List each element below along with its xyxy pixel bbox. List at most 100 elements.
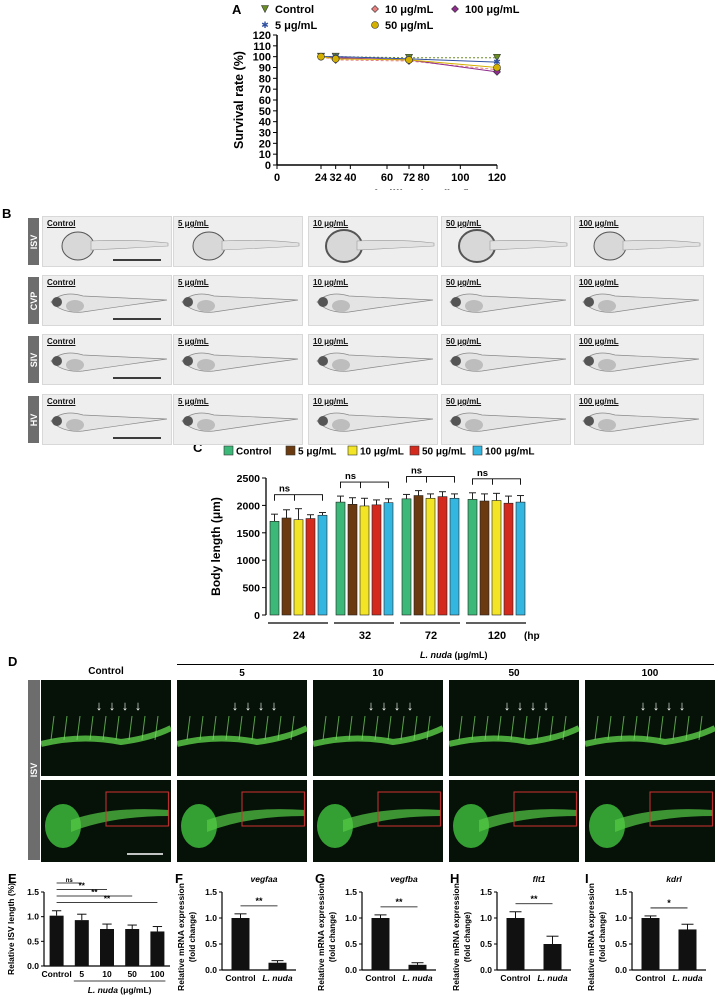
series-line — [320, 56, 498, 73]
larva-trunk-glow — [615, 809, 713, 832]
larva-eye — [183, 356, 193, 366]
arrow-marker: ↓ — [530, 698, 537, 713]
y-tick-label: 0.5 — [480, 939, 492, 949]
isv-vessel — [594, 715, 599, 741]
larva-eye — [183, 297, 193, 307]
embryo-drawing — [582, 412, 700, 432]
significance-label: ns — [66, 878, 74, 884]
larva-head-glow — [181, 804, 217, 848]
category-label: 5 — [79, 969, 84, 979]
embryo-tail — [489, 240, 568, 251]
larva-trunk-glow — [479, 809, 577, 832]
bar — [543, 944, 562, 970]
y-tick-label: 2500 — [237, 473, 261, 485]
y-tick-label: 10 — [259, 149, 271, 161]
y-tick-label: 0 — [265, 160, 271, 172]
isv-vessel — [251, 715, 256, 741]
bar — [335, 501, 346, 616]
embryo-drawing — [593, 231, 701, 261]
isv-vessel — [536, 715, 541, 741]
y-tick-label: 0 — [254, 610, 260, 622]
y-tick-label: 100 — [253, 52, 271, 64]
larva-eye — [52, 356, 62, 366]
data-point-marker — [493, 53, 501, 62]
bar — [100, 929, 114, 966]
x-tick-label: 120 — [488, 172, 506, 184]
x-tick-label: 72 — [403, 172, 415, 184]
arrow-marker: ↓ — [394, 698, 401, 713]
legend-swatch — [347, 445, 358, 456]
y-axis-label-unit: (fold change) — [598, 912, 607, 963]
panel-label-g: G — [315, 871, 326, 886]
tile-label: 10 μg/mL — [313, 337, 349, 346]
bar — [425, 497, 436, 616]
category-label: 120 — [488, 630, 506, 642]
larva-yolk — [66, 359, 84, 371]
vegfaa-bar-chart: 0.0 0.5 1.0 1.5 Control L. nuda vegfaa Relative… — [176, 874, 296, 991]
category-label: Control — [225, 973, 255, 983]
embryo-image-tile: 50 μg/mL — [441, 334, 571, 385]
embryo-drawing — [449, 293, 567, 313]
arrow-marker: ↓ — [504, 698, 511, 713]
panel-label-d: D — [8, 654, 18, 669]
fluorescence-grid: Control ↓ ↓ ↓ ↓ 5 ↓ ↓ ↓ ↓ 10 ↓ ↓ ↓ ↓ 50 ↓ ↓ ↓ ↓ 100 ↓ ↓ ↓ ↓ — [0, 650, 717, 865]
larva-fluorescence-drawing — [45, 791, 169, 855]
series-line — [320, 56, 498, 68]
isv-vessel — [89, 715, 94, 741]
isv-vessel — [620, 715, 625, 741]
larva-eye — [318, 416, 328, 426]
larva-eye — [318, 356, 328, 366]
y-tick-label: 1.5 — [205, 887, 217, 897]
isv-vessel — [471, 715, 476, 741]
larva-eye — [183, 416, 193, 426]
dorsal-aorta — [585, 725, 715, 747]
larva-trunk-glow — [71, 809, 169, 832]
larva-yolk — [197, 419, 215, 431]
larva-yolk — [66, 300, 84, 312]
treatment-header: L. nuda (μg/mL) — [420, 650, 488, 660]
vessel-drawing: ↓ ↓ ↓ ↓ — [585, 698, 715, 747]
embryo-drawing — [325, 229, 435, 263]
isv-vessel — [685, 715, 690, 741]
x-tick-label: 80 — [418, 172, 430, 184]
category-label: Control — [500, 973, 530, 983]
tile-label: 100 μg/mL — [579, 337, 619, 346]
isv-vessel — [497, 715, 502, 741]
larva-head-glow — [453, 804, 489, 848]
row-sidebar-isv: ISV — [28, 218, 39, 265]
category-label: L. nuda — [672, 973, 702, 983]
tile-label: Control — [47, 397, 76, 406]
embryo-drawing — [458, 229, 568, 263]
tile-label: Control — [47, 219, 76, 228]
arrow-marker: ↓ — [640, 698, 647, 713]
legend-label: 100 μg/mL — [485, 447, 534, 458]
series-line — [321, 56, 497, 59]
vessel-drawing: ↓ ↓ ↓ ↓ — [177, 698, 307, 747]
y-tick-label: 1.0 — [480, 913, 492, 923]
bar — [449, 497, 460, 616]
larva-eye — [52, 297, 62, 307]
dorsal-aorta — [177, 725, 307, 747]
embryo-drawing — [181, 412, 299, 432]
category-label: L. nuda — [262, 973, 292, 983]
data-point-marker: ✱ — [493, 57, 501, 67]
y-tick-label: 0.5 — [345, 939, 357, 949]
vessel-drawing: ↓ ↓ ↓ ↓ — [41, 698, 171, 747]
bar — [305, 518, 316, 616]
significance-label: ** — [530, 894, 538, 904]
isv-vessel — [199, 715, 204, 741]
larva-fluorescence-drawing — [181, 791, 305, 848]
significance-label: ns — [411, 466, 422, 477]
embryo-drawing — [316, 352, 434, 372]
significance-label: ns — [279, 484, 290, 495]
category-label: 10 — [102, 969, 112, 979]
data-point-marker — [451, 5, 459, 13]
y-tick-label: 0.0 — [205, 965, 217, 975]
y-tick-label: 1.5 — [480, 887, 492, 897]
gene-name: kdrl — [666, 874, 682, 884]
bar — [49, 915, 64, 966]
panel-label-b: B — [2, 206, 12, 221]
isv-vessel — [335, 715, 340, 741]
panel-label-f: F — [175, 871, 183, 886]
arrow-marker: ↓ — [653, 698, 660, 713]
